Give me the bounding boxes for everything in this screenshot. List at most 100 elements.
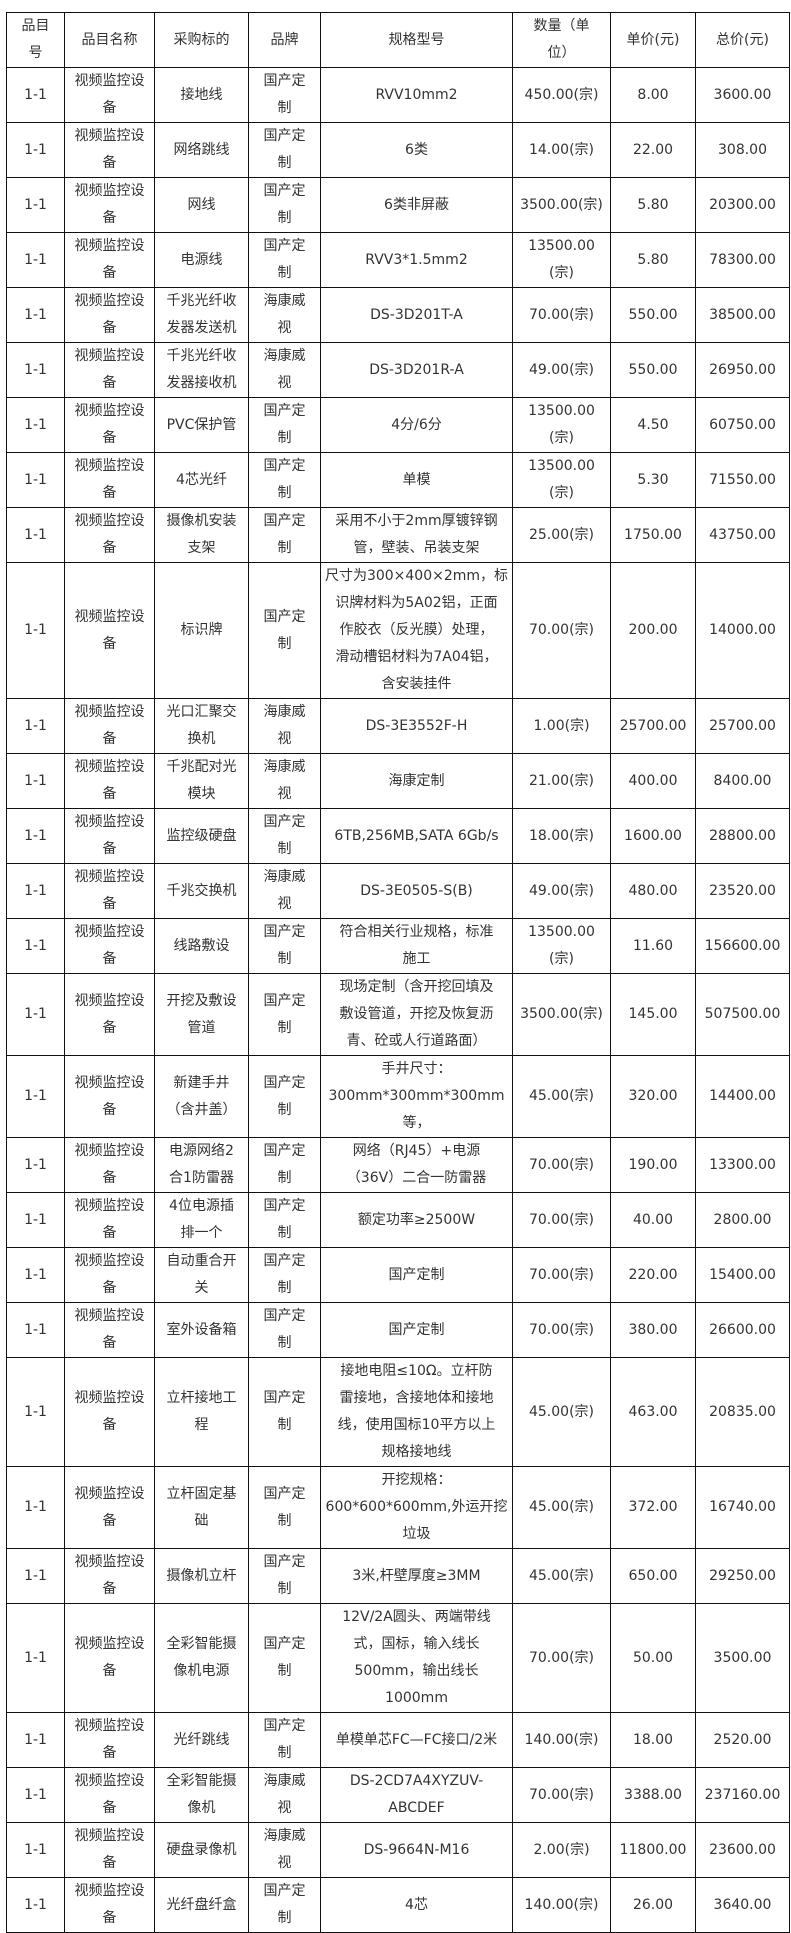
cell-specification: 6类非屏蔽 [320,177,513,233]
cell-item-name: 视频监控设 备 [64,1822,155,1878]
cell-brand: 国产定 制 [248,1192,321,1248]
cell-brand: 国产定 制 [248,397,321,453]
cell-specification: 4芯 [320,1877,513,1933]
cell-unit-price: 11800.00 [610,1822,696,1878]
cell-item-name: 视频监控设 备 [64,232,155,288]
cell-procurement-subject: 网络跳线 [154,122,249,178]
cell-specification: 采用不小于2mm厚镀锌钢 管，壁装、吊装支架 [320,507,513,563]
table-row: 1-1 视频监控设 备 4芯光纤 国产定 制单模 13500.00 (宗) 5.30 715… [6,452,790,508]
cell-brand: 国产定 制 [248,1603,321,1713]
cell-procurement-subject: PVC保护管 [154,397,249,453]
cell-unit-price: 40.00 [610,1192,696,1248]
cell-specification: DS-3D201R-A [320,342,513,398]
cell-specification: RVV3*1.5mm2 [320,232,513,288]
cell-item-number: 1-1 [6,1302,65,1358]
cell-total-price: 60750.00 [695,397,790,453]
cell-quantity: 45.00(宗) [512,1055,611,1138]
cell-specification: 3米,杆壁厚度≥3MM [320,1548,513,1604]
cell-brand: 国产定 制 [248,808,321,864]
cell-unit-price: 5.30 [610,452,696,508]
table-body: 1-1 视频监控设 备接地线 国产定 制 RVV10mm2 450.00(宗) 8.00 3… [6,67,790,1933]
cell-item-name: 视频监控设 备 [64,562,155,699]
table-row: 1-1 视频监控设 备全彩智能摄 像机电源 国产定 制 12V/2A圆头、两端带线 式… [6,1603,790,1713]
cell-specification: 额定功率≥2500W [320,1192,513,1248]
cell-procurement-subject: 网线 [154,177,249,233]
cell-item-name: 视频监控设 备 [64,1247,155,1303]
cell-quantity: 45.00(宗) [512,1466,611,1549]
cell-quantity: 70.00(宗) [512,1767,611,1823]
cell-total-price: 29250.00 [695,1548,790,1604]
cell-total-price: 507500.00 [695,973,790,1056]
cell-unit-price: 463.00 [610,1357,696,1467]
cell-procurement-subject: 4芯光纤 [154,452,249,508]
cell-quantity: 13500.00 (宗) [512,918,611,974]
cell-item-number: 1-1 [6,342,65,398]
cell-item-name: 视频监控设 备 [64,452,155,508]
cell-total-price: 26600.00 [695,1302,790,1358]
cell-item-name: 视频监控设 备 [64,1055,155,1138]
cell-quantity: 25.00(宗) [512,507,611,563]
cell-item-name: 视频监控设 备 [64,1767,155,1823]
procurement-table: 品目 号品目名称 采购标的 品牌 规格型号 数量（单 位） 单价(元) 总价(元) 1-1 视… [6,12,790,1933]
cell-total-price: 8400.00 [695,753,790,809]
header-brand: 品牌 [248,12,321,68]
cell-procurement-subject: 立杆固定基 础 [154,1466,249,1549]
header-specification: 规格型号 [320,12,513,68]
cell-item-number: 1-1 [6,1603,65,1713]
cell-procurement-subject: 光纤跳线 [154,1712,249,1768]
table-row: 1-1 视频监控设 备开挖及敷设 管道 国产定 制现场定制（含开挖回填及 敷设管道，… [6,973,790,1056]
cell-unit-price: 5.80 [610,177,696,233]
table-row: 1-1 视频监控设 备光纤跳线 国产定 制单模单芯FC—FC接口/2米 140.00(… [6,1712,790,1768]
cell-quantity: 70.00(宗) [512,562,611,699]
cell-brand: 国产定 制 [248,1357,321,1467]
header-procurement-subject: 采购标的 [154,12,249,68]
table-row: 1-1 视频监控设 备光口汇聚交 换机 海康威 视 DS-3E3552F-H 1.00(… [6,698,790,754]
cell-item-number: 1-1 [6,1877,65,1933]
cell-procurement-subject: 千兆光纤收 发器接收机 [154,342,249,398]
cell-quantity: 13500.00 (宗) [512,232,611,288]
cell-quantity: 49.00(宗) [512,863,611,919]
cell-item-number: 1-1 [6,753,65,809]
cell-unit-price: 22.00 [610,122,696,178]
cell-total-price: 2520.00 [695,1712,790,1768]
cell-total-price: 3500.00 [695,1603,790,1713]
cell-brand: 海康威 视 [248,1822,321,1878]
table-row: 1-1 视频监控设 备网络跳线 国产定 制 6类 14.00(宗) 22.00 308.00 [6,122,790,178]
cell-quantity: 140.00(宗) [512,1712,611,1768]
cell-specification: 12V/2A圆头、两端带线 式，国标，输入线长 500mm，输出线长1000mm [320,1603,513,1713]
cell-item-number: 1-1 [6,973,65,1056]
cell-item-name: 视频监控设 备 [64,918,155,974]
cell-quantity: 13500.00 (宗) [512,397,611,453]
table-row: 1-1 视频监控设 备 PVC保护管 国产定 制 4分/6分 13500.00 (宗) 4.… [6,397,790,453]
table-row: 1-1 视频监控设 备标识牌 国产定 制尺寸为300×400×2mm，标 识牌材料为… [6,562,790,699]
cell-brand: 海康威 视 [248,287,321,343]
cell-item-number: 1-1 [6,1548,65,1604]
cell-brand: 海康威 视 [248,753,321,809]
cell-unit-price: 320.00 [610,1055,696,1138]
cell-brand: 海康威 视 [248,342,321,398]
cell-item-number: 1-1 [6,67,65,123]
cell-item-name: 视频监控设 备 [64,863,155,919]
cell-specification: 网络（RJ45）+电源 （36V）二合一防雷器 [320,1137,513,1193]
table-row: 1-1 视频监控设 备千兆交换机 海康威 视 DS-3E0505-S(B) 49.00(… [6,863,790,919]
cell-brand: 国产定 制 [248,1548,321,1604]
cell-unit-price: 372.00 [610,1466,696,1549]
cell-item-name: 视频监控设 备 [64,1357,155,1467]
cell-specification: RVV10mm2 [320,67,513,123]
cell-procurement-subject: 全彩智能摄 像机电源 [154,1603,249,1713]
cell-procurement-subject: 千兆配对光 模块 [154,753,249,809]
cell-quantity: 140.00(宗) [512,1877,611,1933]
cell-total-price: 23520.00 [695,863,790,919]
header-item-number: 品目 号 [6,12,65,68]
cell-brand: 国产定 制 [248,1466,321,1549]
cell-total-price: 20300.00 [695,177,790,233]
cell-unit-price: 1750.00 [610,507,696,563]
cell-unit-price: 8.00 [610,67,696,123]
cell-unit-price: 400.00 [610,753,696,809]
cell-brand: 海康威 视 [248,698,321,754]
cell-brand: 国产定 制 [248,1302,321,1358]
cell-specification: 6TB,256MB,SATA 6Gb/s [320,808,513,864]
cell-item-name: 视频监控设 备 [64,287,155,343]
cell-item-name: 视频监控设 备 [64,67,155,123]
cell-procurement-subject: 监控级硬盘 [154,808,249,864]
